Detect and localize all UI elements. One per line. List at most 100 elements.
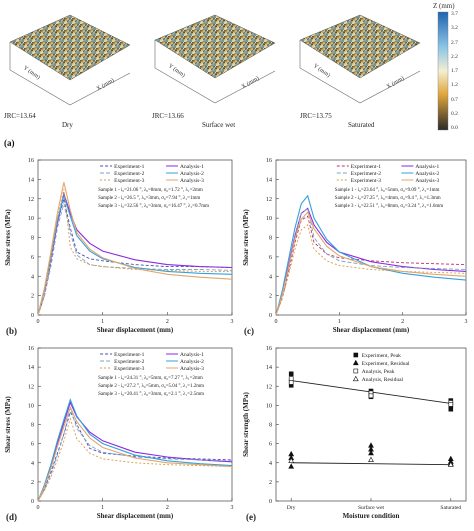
condition-surface-wet: Surface wet: [202, 121, 236, 129]
series-line-analysis-2: [275, 194, 467, 316]
y-tick-label: 10: [266, 216, 272, 222]
x-tick-label: 3: [465, 319, 468, 325]
sample-parameter-note: Sample 3 - i₀=22.51 °, λ₀=8mm, σ₀=3.24 °…: [335, 204, 444, 209]
chart-panel-e: 0 2 4 6 8 10 12 14 16 Dry Surface wet Saturated Mois…: [242, 346, 467, 522]
y-tick-label: 4: [269, 461, 272, 467]
data-point-analysis-residual: [288, 457, 295, 463]
x-axis-label: Shear displacement (mm): [333, 326, 410, 334]
y-tick-label: 10: [266, 403, 272, 409]
series-line-analysis-2: [37, 397, 233, 502]
data-point-analysis-residual: [368, 456, 374, 462]
y-tick-label: 4: [31, 461, 34, 467]
y-tick-label: 6: [31, 255, 34, 261]
x-axis-label: Moisture condition: [343, 512, 400, 520]
y-tick-label: 12: [28, 197, 34, 203]
panel-a-label: (a): [4, 138, 15, 148]
colorbar-tick-label: 1.2: [451, 82, 458, 89]
colorbar-tick-label: 0.0: [451, 125, 458, 131]
colorbar-tick-label: 0.7: [451, 96, 458, 103]
y-tick-label: 0: [269, 499, 272, 505]
x-axis-label: Shear displacement (mm): [97, 512, 174, 520]
legend-marker: [353, 352, 359, 358]
y-tick-label: 14: [28, 365, 34, 371]
jrc-saturated: JRC=13.75: [300, 112, 332, 120]
panel-a-figure: [9, 11, 449, 131]
y-tick-label: 2: [269, 294, 272, 300]
series-line-analysis-1: [275, 207, 467, 316]
legend-marker: [352, 375, 359, 382]
colorbar-tick-label: 2.2: [451, 53, 458, 60]
y-tick-label: 4: [31, 274, 34, 280]
y-tick-label: 2: [269, 480, 272, 486]
data-point-analysis-peak: [288, 376, 294, 381]
y-tick-label: 2: [31, 480, 34, 486]
data-point-analysis-residual: [447, 461, 454, 467]
legend-label: Experiment, Peak: [362, 353, 401, 359]
x-category-label: Dry: [287, 505, 296, 511]
y-tick-label: 12: [28, 384, 34, 390]
y-tick-label: 14: [28, 177, 34, 183]
y-tick-label: 16: [266, 158, 272, 164]
series-line-analysis-3: [37, 405, 233, 502]
data-point-analysis-peak: [368, 393, 374, 399]
y-tick-label: 0: [31, 313, 34, 319]
y-tick-label: 10: [28, 403, 34, 409]
y-tick-label: 6: [269, 255, 272, 261]
y-tick-label: 6: [269, 442, 272, 448]
x-axis-label: Shear displacement (mm): [97, 326, 174, 334]
legend-label: Analysis-1: [415, 164, 439, 170]
legend-label: Analysis-3: [180, 366, 204, 372]
legend-label: Analysis-3: [180, 178, 204, 184]
legend-label: Experiment-2: [114, 359, 144, 365]
x-tick-label: 1: [101, 319, 104, 325]
legend-label: Experiment-3: [351, 178, 381, 184]
legend-label: Experiment-3: [114, 178, 144, 184]
legend-label: Analysis-3: [415, 178, 439, 184]
sample-parameter-note: Sample 1 - i₀=23.64 °, λ₀=5mm, σ₀=9.09 °…: [335, 188, 440, 193]
x-tick-label: 1: [338, 319, 341, 325]
legend-label: Analysis-2: [180, 359, 204, 365]
legend-label: Experiment-2: [351, 171, 381, 177]
y-axis-label: Shear stress (MPa): [242, 209, 250, 266]
legend-label: Experiment-1: [114, 164, 144, 170]
series-line-experiment-2: [37, 203, 233, 316]
legend-label: Experiment-2: [114, 171, 144, 177]
sample-parameter-note: Sample 3 - i₀=20.41 °, λ₀=3mm, σ₀=2.1 °,…: [98, 392, 204, 397]
sample-parameter-note: Sample 3 - i₀=32.56 °, λ₀=3mm, σ₀=16.47 …: [98, 204, 209, 209]
sample-parameter-note: Sample 2 - i₀=27.25 °, λ₀=4mm, σ₀=9.4 °,…: [335, 196, 441, 201]
condition-saturated: Saturated: [348, 121, 375, 129]
series-line-experiment-1: [37, 410, 233, 502]
y-tick-label: 14: [266, 365, 272, 371]
data-point-experiment-peak: [288, 371, 294, 377]
condition-dry: Dry: [62, 121, 73, 129]
y-axis-label: Shear stress (MPa): [4, 209, 12, 266]
legend-label: Analysis, Peak: [362, 369, 395, 375]
trend-line: [291, 462, 451, 466]
legend-label: Experiment, Residual: [362, 361, 410, 367]
x-tick-label: 2: [401, 319, 404, 325]
y-axis-label: Shear strength (MPa): [242, 391, 250, 456]
y-tick-label: 14: [266, 177, 272, 183]
y-tick-label: 0: [31, 499, 34, 505]
series-line-experiment-1: [37, 198, 233, 316]
series-line-experiment-3: [37, 189, 232, 316]
y-tick-label: 8: [31, 423, 34, 429]
y-tick-label: 12: [266, 197, 272, 203]
x-tick-label: 0: [275, 319, 278, 325]
series-line-experiment-1: [275, 215, 467, 316]
y-tick-label: 0: [269, 313, 272, 319]
colorbar-tick-label: 0.2: [451, 110, 458, 117]
x-tick-label: 3: [231, 505, 234, 511]
legend-label: Experiment-3: [114, 366, 144, 372]
data-point-experiment-residual: [368, 449, 374, 456]
y-tick-label: 8: [31, 236, 34, 242]
sample-parameter-note: Sample 2 - i₀=27.2 °, λ₀=5mm, σ₀=5.04 °,…: [98, 384, 204, 389]
data-point-experiment-peak: [448, 406, 454, 412]
jrc-surface-wet: JRC=13.66: [152, 112, 184, 120]
sample-parameter-note: Sample 1 - i₀=21.06 °, λ₀=8mm, σ₀=1.72 °…: [98, 188, 203, 193]
y-tick-label: 2: [31, 294, 34, 300]
x-tick-label: 0: [37, 319, 40, 325]
panel-label: (b): [6, 326, 17, 336]
